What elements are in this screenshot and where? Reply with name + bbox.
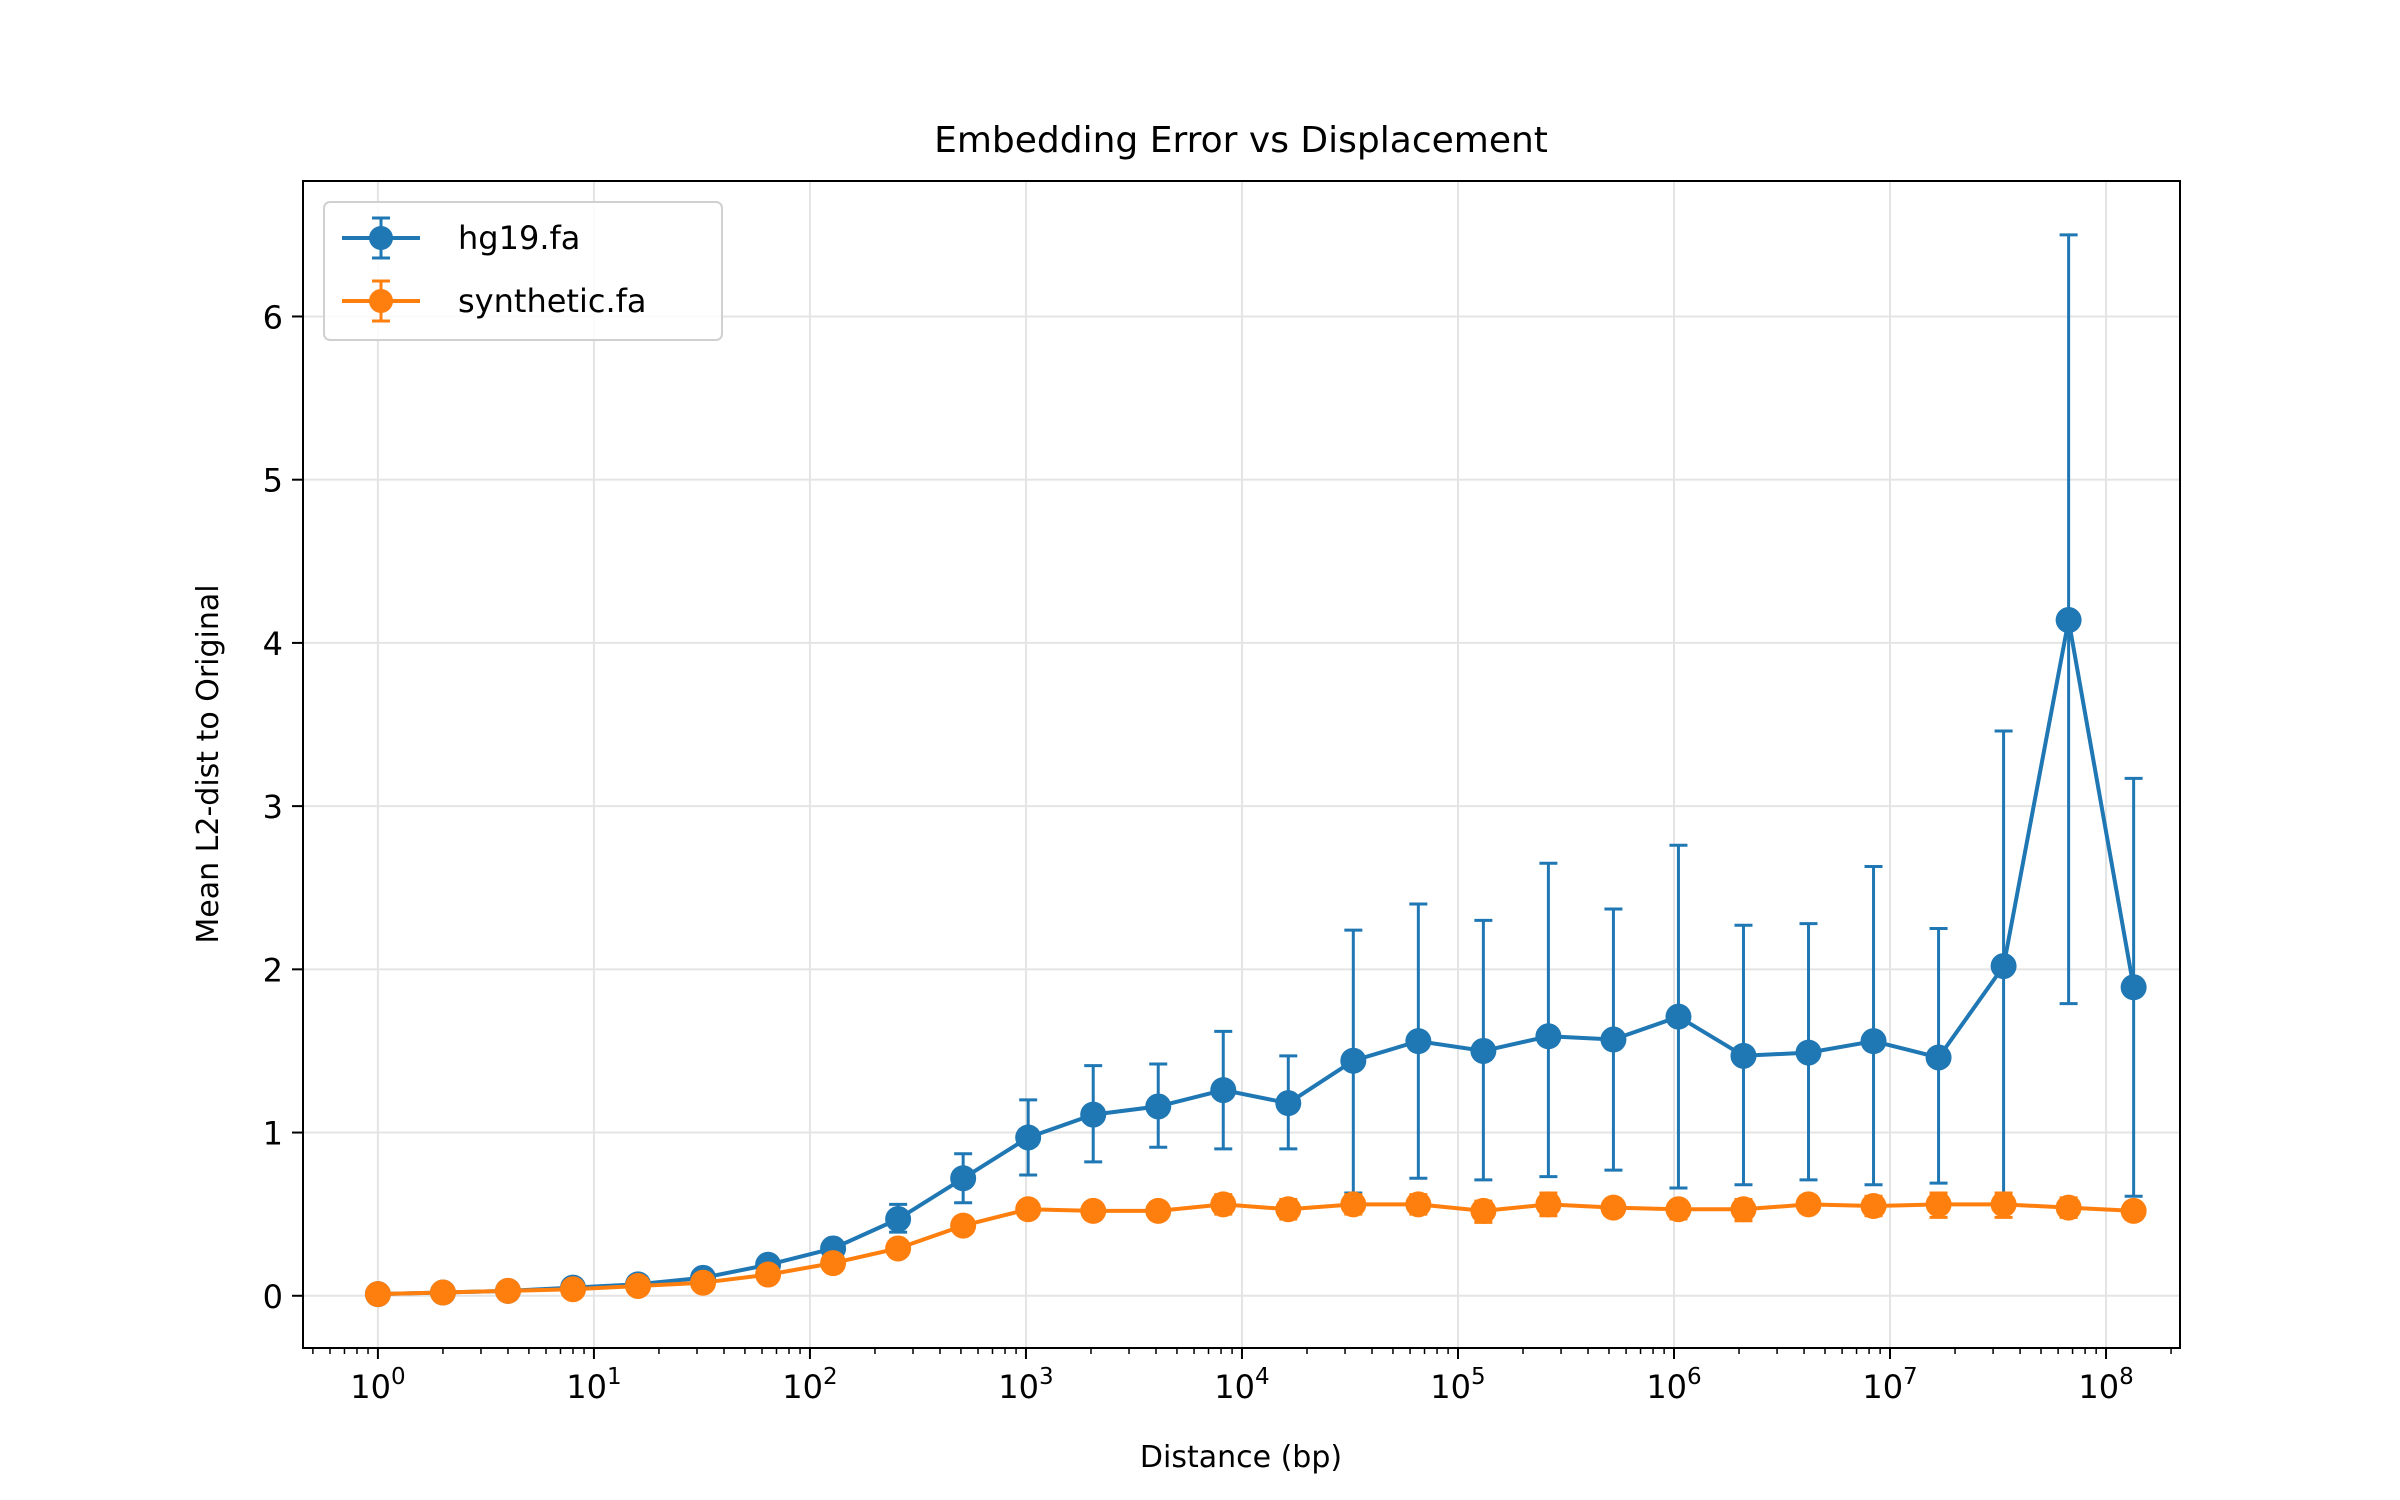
- data-point: [559, 1276, 586, 1303]
- data-point: [1145, 1197, 1172, 1224]
- data-point: [1470, 1197, 1497, 1224]
- data-point: [1210, 1077, 1237, 1104]
- data-point: [1795, 1039, 1822, 1066]
- data-point: [1405, 1028, 1432, 1055]
- data-point: [1730, 1042, 1757, 1069]
- data-point: [690, 1269, 717, 1296]
- data-point: [1015, 1124, 1042, 1151]
- data-point: [1730, 1196, 1757, 1223]
- data-point: [1665, 1196, 1692, 1223]
- data-point: [1600, 1194, 1627, 1221]
- data-point: [1665, 1003, 1692, 1030]
- data-point: [2120, 1197, 2147, 1224]
- data-point: [885, 1206, 912, 1233]
- legend-entry-hg19: hg19.fa: [342, 216, 580, 260]
- chart-title: Embedding Error vs Displacement: [934, 120, 1548, 161]
- data-point: [1405, 1191, 1432, 1218]
- y-tick-label: 1: [263, 1115, 283, 1153]
- data-point: [429, 1279, 456, 1306]
- data-point: [950, 1212, 977, 1239]
- legend-marker-synthetic: [369, 289, 393, 313]
- data-point: [1340, 1047, 1367, 1074]
- data-point: [1925, 1191, 1952, 1218]
- data-point: [1925, 1044, 1952, 1071]
- data-point: [1535, 1023, 1562, 1050]
- data-point: [885, 1235, 912, 1262]
- series-line: [377, 618, 2136, 1297]
- data-point: [1470, 1037, 1497, 1064]
- y-axis-label: Mean L2-dist to Original: [191, 584, 226, 943]
- data-point: [2055, 607, 2082, 634]
- legend-label-synthetic: synthetic.fa: [458, 282, 646, 320]
- data-point: [1990, 953, 2017, 980]
- y-tick-label: 3: [263, 788, 283, 826]
- legend-box: [323, 201, 723, 341]
- data-point: [2120, 974, 2147, 1001]
- y-tick-label: 2: [263, 951, 283, 989]
- data-point: [625, 1272, 652, 1299]
- x-axis-label: Distance (bp): [1140, 1440, 1342, 1475]
- data-point: [1860, 1193, 1887, 1220]
- data-point: [1275, 1090, 1302, 1117]
- data-point: [364, 1281, 391, 1308]
- data-point: [1015, 1196, 1042, 1223]
- x-tick-label: 101: [566, 1364, 621, 1406]
- data-point: [950, 1165, 977, 1192]
- data-point: [1990, 1191, 2017, 1218]
- data-point: [1860, 1028, 1887, 1055]
- legend-label-hg19: hg19.fa: [458, 219, 580, 257]
- grid: [303, 181, 2180, 1348]
- plot-area-frame: [302, 180, 2181, 1349]
- data-point: [1145, 1093, 1172, 1120]
- data-point: [820, 1250, 847, 1277]
- data-series: [364, 233, 2147, 1308]
- series-synthetic: [364, 1191, 2147, 1308]
- legend-entry-synthetic: synthetic.fa: [342, 279, 646, 323]
- data-point: [1600, 1026, 1627, 1053]
- y-tick-label: 0: [263, 1278, 283, 1316]
- legend-marker-hg19: [369, 226, 393, 250]
- data-point: [755, 1261, 782, 1288]
- data-point: [494, 1277, 521, 1304]
- x-tick-label: 100: [350, 1364, 405, 1406]
- y-tick-label: 6: [263, 298, 283, 336]
- data-point: [1275, 1196, 1302, 1223]
- y-tick-label: 4: [263, 625, 283, 663]
- legend: hg19.fa synthetic.fa: [323, 201, 723, 341]
- data-point: [1795, 1191, 1822, 1218]
- data-point: [1080, 1197, 1107, 1224]
- data-point: [1210, 1191, 1237, 1218]
- data-point: [1340, 1191, 1367, 1218]
- data-point: [1535, 1191, 1562, 1218]
- y-tick-label: 5: [263, 462, 283, 500]
- series-line: [377, 1202, 2134, 1297]
- data-point: [2055, 1194, 2082, 1221]
- data-point: [1080, 1101, 1107, 1128]
- x-tick-label: 103: [998, 1364, 1053, 1406]
